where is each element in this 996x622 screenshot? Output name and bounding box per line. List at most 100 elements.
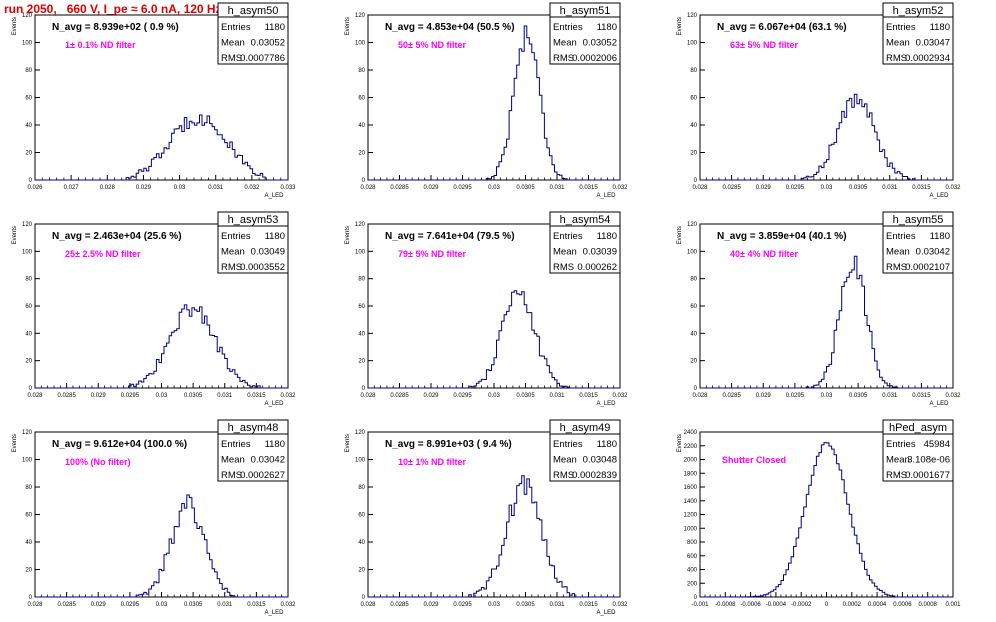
x-tick-label: 0.029 (756, 393, 772, 399)
x-tick-label: 0.0305 (184, 393, 203, 399)
x-tick-label: 0.0004 (868, 602, 887, 608)
x-tick-label: 0.028 (360, 602, 376, 608)
x-tick-label: 0.03 (156, 602, 168, 608)
y-tick-label: 2000 (684, 458, 698, 464)
stats-entries-value: 1180 (265, 231, 285, 242)
histogram-line (35, 114, 288, 181)
stats-rms-value: 0.0003552 (240, 262, 285, 273)
x-tick-label: 0.0305 (849, 185, 868, 191)
histogram-panel-h_asym55: 0.028 0.0285 0.029 0.0295 0.03 0.0305 0.031 0.0… (677, 211, 961, 407)
y-tick-label: 80 (25, 277, 32, 283)
histogram-line (700, 442, 953, 598)
stats-box (882, 433, 954, 482)
y-tick-label: 60 (358, 96, 365, 102)
stats-mean-label: Mean (886, 38, 910, 49)
stats-box (217, 433, 289, 482)
navg-label: N_avg = 9.612e+04 (100.0 %) (52, 439, 187, 450)
x-tick-label: 0.032 (244, 185, 260, 191)
stats-entries-label: Entries (553, 22, 583, 33)
x-tick-label: 0.032 (945, 393, 961, 399)
y-axis-title: Events (677, 226, 683, 244)
x-tick-label: 0.031 (549, 185, 565, 191)
y-tick-label: 800 (687, 540, 698, 546)
x-tick-label: 0.0285 (722, 185, 741, 191)
x-tick-label: 0.028 (692, 185, 708, 191)
y-tick-label: 60 (690, 304, 697, 310)
y-tick-label: 600 (687, 554, 698, 560)
y-tick-label: 80 (358, 485, 365, 491)
y-tick-label: 120 (355, 13, 366, 19)
y-tick-label: 80 (358, 68, 365, 74)
x-tick-label: 0.0315 (912, 185, 931, 191)
x-tick-label: 0.032 (945, 185, 961, 191)
x-axis-title: A_LED (596, 610, 616, 616)
histogram-name: h_asym50 (228, 5, 279, 17)
stats-box (549, 433, 621, 482)
x-axis-title: A_LED (596, 193, 616, 199)
y-tick-label: 20 (690, 151, 697, 157)
y-axis-title: Events (345, 434, 351, 452)
y-tick-label: 100 (687, 41, 698, 47)
x-axis-title: A_LED (929, 193, 949, 199)
x-tick-label: -0.0002 (791, 602, 812, 608)
y-tick-label: 80 (25, 68, 32, 74)
stats-rms-label: RMS (886, 262, 907, 273)
filter-annotation: 79± 5% ND filter (398, 249, 466, 259)
x-tick-label: 0.0295 (453, 602, 472, 608)
x-tick-label: 0.0002 (843, 602, 862, 608)
navg-label: N_avg = 2.463e+04 (25.6 %) (52, 231, 182, 242)
x-tick-label: 0.029 (756, 185, 772, 191)
histogram-name: h_asym52 (893, 5, 944, 17)
histogram-panel-h_asym51: 0.028 0.0285 0.029 0.0295 0.03 0.0305 0.031 0.0… (345, 2, 628, 199)
x-tick-label: 0.028 (27, 393, 43, 399)
y-tick-label: 0 (694, 595, 698, 601)
y-tick-label: 60 (358, 513, 365, 519)
histogram-name: h_asym49 (560, 422, 611, 434)
navg-label: N_avg = 3.859e+04 (40.1 %) (717, 231, 847, 242)
stats-rms-value: 0.0002107 (905, 262, 950, 273)
y-tick-label: 60 (25, 304, 32, 310)
x-tick-label: 0.03 (156, 393, 168, 399)
stats-entries-value: 1180 (597, 439, 617, 450)
y-tick-label: 0 (29, 386, 33, 392)
y-tick-label: 120 (22, 430, 33, 436)
stats-entries-value: 1180 (597, 22, 617, 33)
stats-rms-label: RMS (553, 53, 574, 64)
x-tick-label: 0.031 (882, 185, 898, 191)
stats-mean-label: Mean (886, 455, 910, 466)
stats-entries-value: 1180 (930, 22, 950, 33)
y-tick-label: 0 (362, 595, 366, 601)
x-tick-label: 0.0006 (893, 602, 912, 608)
stats-box (882, 225, 954, 274)
x-tick-label: 0.027 (64, 185, 80, 191)
y-tick-label: 60 (358, 304, 365, 310)
x-tick-label: 0.031 (217, 393, 233, 399)
histogram-panel-h_asym53: 0.028 0.0285 0.029 0.0295 0.03 0.0305 0.031 0.0… (12, 211, 296, 407)
y-tick-label: 120 (22, 222, 33, 228)
y-tick-label: 120 (355, 222, 366, 228)
stats-rms-label: RMS (886, 53, 907, 64)
navg-label: N_avg = 6.067e+04 (63.1 %) (717, 22, 847, 33)
y-tick-label: 2200 (684, 444, 698, 450)
y-tick-label: 100 (355, 249, 366, 255)
stats-entries-label: Entries (221, 22, 251, 33)
x-tick-label: 0.03 (488, 185, 500, 191)
navg-label: N_avg = 8.939e+02 ( 0.9 %) (52, 22, 179, 33)
y-tick-label: 100 (355, 458, 366, 464)
stats-rms-label: RMS (553, 470, 574, 481)
stats-mean-label: Mean (886, 247, 910, 258)
x-tick-label: 0.0285 (722, 393, 741, 399)
y-tick-label: 0 (29, 178, 33, 184)
stats-mean-value: 0.03047 (916, 38, 950, 49)
y-tick-label: 120 (687, 222, 698, 228)
stats-rms-label: RMS (886, 470, 907, 481)
x-tick-label: 0.032 (612, 393, 628, 399)
histogram-line (368, 475, 620, 598)
y-tick-label: 40 (358, 540, 365, 546)
histogram-name: h_asym48 (228, 422, 279, 434)
histogram-panel-h_asym49: 0.028 0.0285 0.029 0.0295 0.03 0.0305 0.031 0.0… (345, 419, 628, 616)
x-tick-label: 0.0305 (184, 602, 203, 608)
x-tick-label: 0.0295 (786, 393, 805, 399)
y-tick-label: 100 (22, 458, 33, 464)
stats-rms-value: 0.0001677 (905, 470, 950, 481)
